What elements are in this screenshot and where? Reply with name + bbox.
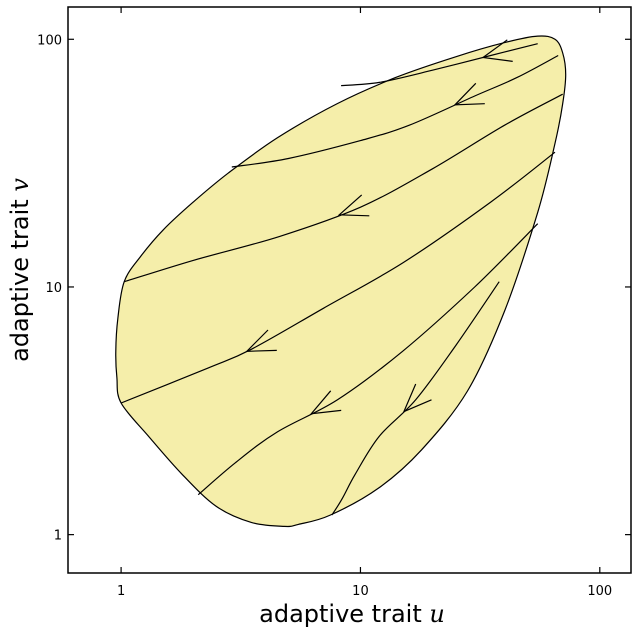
trajectory-4 bbox=[120, 151, 556, 404]
x-tick-label: 100 bbox=[587, 584, 612, 599]
admissible-region bbox=[115, 35, 567, 528]
trajectory-5-arrow bbox=[309, 390, 342, 415]
trajectory-2-arrow bbox=[453, 82, 485, 106]
plot-area bbox=[115, 35, 567, 528]
trajectory-3 bbox=[124, 93, 563, 283]
y-tick-label: 1 bbox=[54, 529, 62, 544]
trajectory-6 bbox=[331, 281, 500, 516]
trajectory-1-arrow bbox=[481, 39, 513, 62]
trajectory-3-arrow bbox=[337, 194, 370, 217]
y-tick-label: 10 bbox=[45, 281, 62, 296]
trajectory-1 bbox=[341, 43, 538, 87]
y-axis-label: adaptive trait v bbox=[6, 178, 34, 362]
y-tick-label: 100 bbox=[37, 33, 62, 48]
x-axis-label: adaptive trait u bbox=[259, 600, 445, 628]
x-tick-label: 1 bbox=[117, 584, 125, 599]
x-tick-label: 10 bbox=[352, 584, 369, 599]
axis-ticks bbox=[68, 7, 631, 573]
trajectory-5 bbox=[197, 223, 539, 496]
trajectory-6-arrow bbox=[402, 383, 432, 413]
trajectory-4-arrow bbox=[245, 329, 277, 352]
tick-labels: 1 10 100 1 10 100 bbox=[37, 33, 612, 599]
plot-frame bbox=[67, 6, 632, 574]
trajectory-2 bbox=[231, 54, 559, 168]
